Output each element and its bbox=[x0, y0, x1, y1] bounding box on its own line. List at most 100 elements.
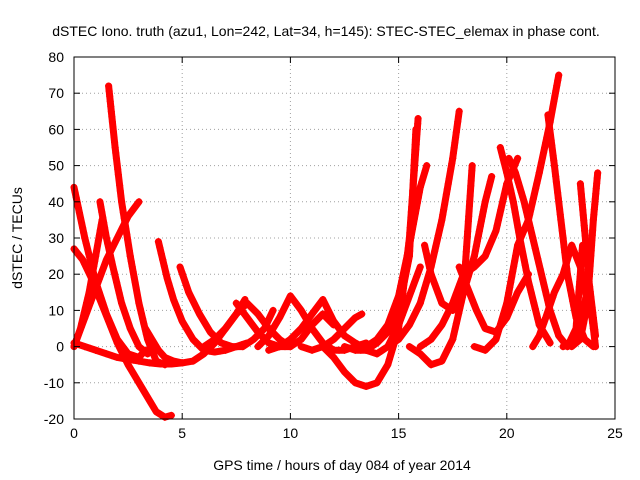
data-point-marker bbox=[450, 144, 458, 152]
data-point-marker bbox=[506, 283, 514, 291]
data-point-marker bbox=[172, 301, 180, 309]
data-point-marker bbox=[414, 194, 422, 202]
data-point-marker bbox=[368, 381, 376, 389]
data-point-marker bbox=[131, 278, 139, 286]
data-point-marker bbox=[83, 265, 91, 273]
data-point-marker bbox=[457, 268, 465, 276]
data-point-marker bbox=[109, 328, 117, 336]
data-point-marker bbox=[399, 272, 407, 280]
data-point-marker bbox=[99, 213, 107, 221]
series-arc5 bbox=[70, 198, 143, 351]
data-point-marker bbox=[393, 297, 401, 305]
data-point-marker bbox=[532, 250, 540, 258]
data-point-marker bbox=[88, 273, 96, 281]
data-point-marker bbox=[443, 310, 451, 318]
data-point-marker bbox=[168, 290, 176, 298]
data-point-marker bbox=[497, 206, 505, 214]
data-point-marker bbox=[453, 123, 461, 131]
data-point-marker bbox=[113, 160, 121, 168]
data-point-marker bbox=[555, 71, 563, 79]
data-point-marker bbox=[405, 321, 413, 329]
data-point-marker bbox=[550, 317, 558, 325]
data-point-marker bbox=[576, 263, 584, 271]
data-point-marker bbox=[530, 239, 538, 247]
data-point-marker bbox=[465, 267, 473, 275]
data-point-marker bbox=[98, 208, 106, 216]
data-point-marker bbox=[286, 343, 294, 351]
data-point-marker bbox=[452, 320, 460, 328]
series-arc26 bbox=[496, 144, 554, 347]
data-point-marker bbox=[100, 218, 108, 226]
data-point-marker bbox=[137, 310, 145, 318]
data-point-marker bbox=[250, 335, 258, 343]
y-tick-label: -20 bbox=[44, 411, 64, 427]
data-point-marker bbox=[344, 321, 352, 329]
data-point-marker bbox=[151, 341, 159, 349]
data-point-marker bbox=[434, 290, 442, 298]
data-point-marker bbox=[108, 257, 116, 265]
data-point-marker bbox=[529, 195, 537, 203]
data-point-marker bbox=[267, 311, 275, 319]
data-point-marker bbox=[479, 320, 487, 328]
data-point-marker bbox=[74, 250, 82, 258]
data-point-marker bbox=[532, 185, 540, 193]
data-point-marker bbox=[308, 310, 316, 318]
data-point-marker bbox=[99, 265, 107, 273]
data-point-marker bbox=[330, 317, 338, 325]
data-point-marker bbox=[528, 294, 536, 302]
data-point-marker bbox=[176, 263, 184, 271]
data-point-marker bbox=[494, 330, 502, 338]
data-point-marker bbox=[90, 290, 98, 298]
data-point-marker bbox=[577, 330, 585, 338]
data-point-marker bbox=[389, 339, 397, 347]
data-point-marker bbox=[270, 323, 278, 331]
data-point-marker bbox=[507, 159, 515, 167]
data-point-marker bbox=[90, 262, 98, 270]
data-point-marker bbox=[276, 343, 284, 351]
data-point-marker bbox=[540, 320, 548, 328]
data-point-marker bbox=[243, 314, 251, 322]
data-point-marker bbox=[378, 346, 386, 354]
data-point-marker bbox=[92, 346, 100, 354]
data-point-marker bbox=[404, 246, 412, 254]
data-point-marker bbox=[116, 182, 124, 190]
data-point-marker bbox=[77, 323, 85, 331]
data-point-marker bbox=[156, 244, 164, 252]
data-point-marker bbox=[427, 361, 435, 369]
data-point-marker bbox=[566, 281, 574, 289]
data-point-marker bbox=[521, 203, 529, 211]
data-point-marker bbox=[333, 322, 341, 330]
data-point-marker bbox=[276, 335, 284, 343]
series-arc2 bbox=[70, 245, 175, 421]
data-point-marker bbox=[351, 314, 359, 322]
data-point-marker bbox=[411, 277, 419, 285]
data-point-marker bbox=[411, 346, 419, 354]
data-point-marker bbox=[267, 327, 275, 335]
data-point-marker bbox=[585, 339, 593, 347]
data-point-marker bbox=[102, 229, 110, 237]
data-point-marker bbox=[312, 305, 320, 313]
data-point-marker bbox=[193, 339, 201, 347]
y-tick-label: 30 bbox=[48, 230, 64, 246]
data-point-marker bbox=[557, 275, 565, 283]
data-point-marker bbox=[514, 154, 522, 162]
y-tick-label: 80 bbox=[48, 49, 64, 65]
data-point-marker bbox=[398, 331, 406, 339]
data-point-marker bbox=[119, 209, 127, 217]
data-point-marker bbox=[362, 346, 370, 354]
data-point-marker bbox=[505, 180, 513, 188]
data-point-marker bbox=[476, 344, 484, 352]
data-point-marker bbox=[84, 304, 92, 312]
data-point-marker bbox=[493, 222, 501, 230]
data-point-marker bbox=[312, 329, 320, 337]
data-point-marker bbox=[563, 265, 571, 273]
data-point-marker bbox=[571, 308, 579, 316]
data-point-marker bbox=[497, 320, 505, 328]
data-point-marker bbox=[101, 224, 109, 232]
data-point-marker bbox=[116, 344, 124, 352]
data-point-marker bbox=[562, 259, 570, 267]
data-point-marker bbox=[362, 382, 370, 390]
data-point-marker bbox=[205, 339, 213, 347]
data-point-marker bbox=[319, 310, 327, 318]
data-point-marker bbox=[452, 290, 460, 298]
